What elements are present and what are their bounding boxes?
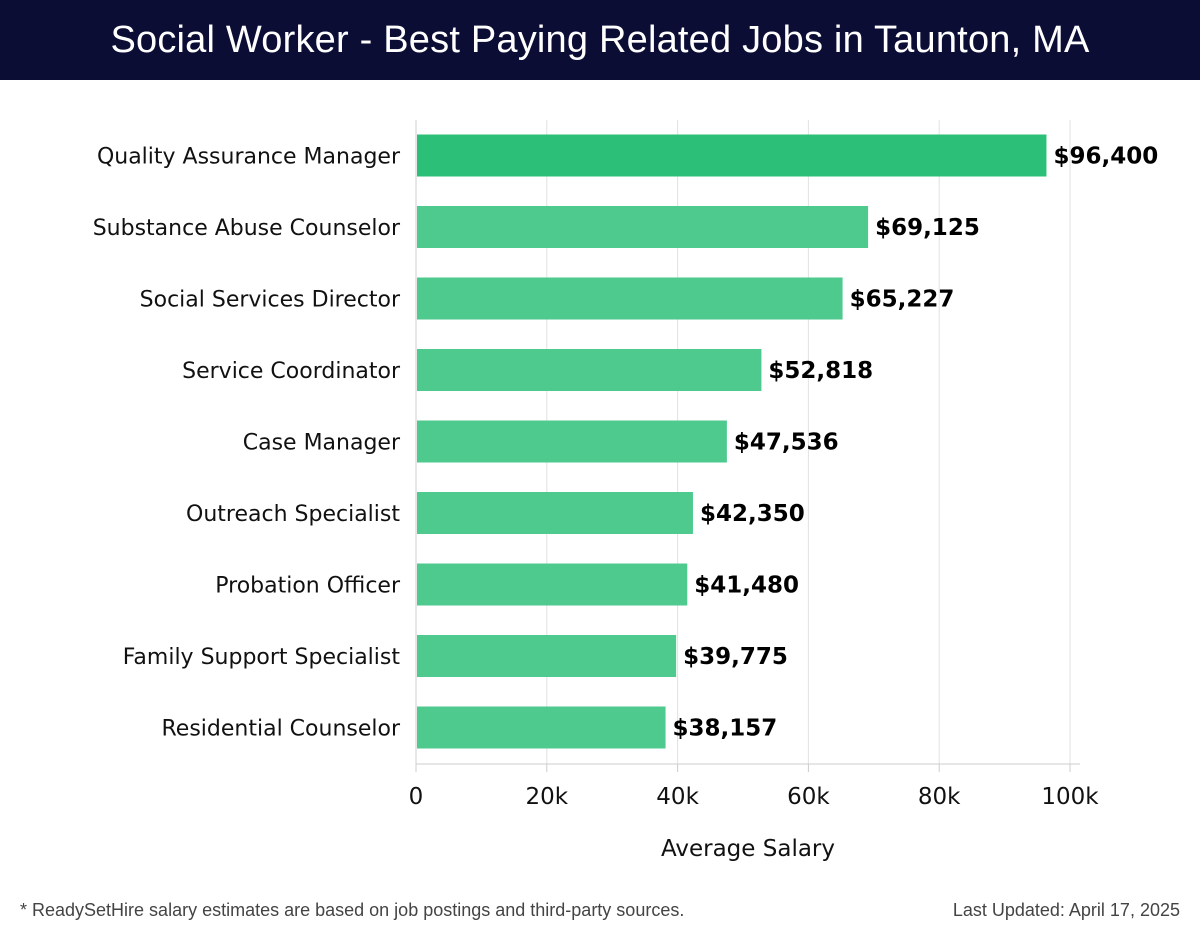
category-label-3: Social Services Director <box>140 288 401 313</box>
x-axis-title: Average Salary <box>661 836 835 862</box>
labels: Quality Assurance Manager $96,400 Substanc… <box>93 144 1159 863</box>
category-label-2: Substance Abuse Counselor <box>93 216 401 241</box>
value-label-9: $38,157 <box>673 716 778 742</box>
bar-7 <box>417 563 688 606</box>
category-label-1: Quality Assurance Manager <box>97 145 401 170</box>
bar-3 <box>417 277 843 320</box>
value-label-4: $52,818 <box>768 358 873 384</box>
bar-5 <box>417 420 727 463</box>
tick-label-60k: 60k <box>787 784 830 810</box>
bar-1 <box>417 134 1047 177</box>
bar-6 <box>417 492 693 534</box>
salary-bar-chart: 0 20k 40k 60k 80k 100k Quality Assurance Mana… <box>93 120 1159 863</box>
category-label-9: Residential Counselor <box>162 717 401 742</box>
tick-label-100k: 100k <box>1041 784 1099 810</box>
footnote: * ReadySetHire salary estimates are base… <box>20 900 685 920</box>
bar-9 <box>417 706 666 749</box>
x-axis: 0 20k 40k 60k 80k 100k <box>409 120 1099 810</box>
value-label-2: $69,125 <box>875 215 980 241</box>
value-label-6: $42,350 <box>700 501 805 527</box>
last-updated: Last Updated: April 17, 2025 <box>952 900 1180 920</box>
value-label-3: $65,227 <box>850 287 955 313</box>
tick-label-40k: 40k <box>656 784 699 810</box>
value-label-7: $41,480 <box>694 573 799 599</box>
category-label-7: Probation Officer <box>215 574 401 599</box>
title-bar: Social Worker - Best Paying Related Jobs… <box>0 0 1200 80</box>
bar-8 <box>417 635 677 677</box>
category-label-5: Case Manager <box>243 431 401 456</box>
tick-label-0: 0 <box>409 784 424 810</box>
tick-label-80k: 80k <box>918 784 961 810</box>
bar-4 <box>417 349 762 391</box>
value-label-5: $47,536 <box>734 430 839 456</box>
category-label-6: Outreach Specialist <box>186 502 400 527</box>
category-label-4: Service Coordinator <box>182 359 401 384</box>
value-label-1: $96,400 <box>1053 144 1158 170</box>
value-label-8: $39,775 <box>683 644 788 670</box>
category-label-8: Family Support Specialist <box>123 645 401 670</box>
bar-2 <box>417 206 869 248</box>
tick-label-20k: 20k <box>526 784 569 810</box>
bars <box>417 134 1047 749</box>
page-title: Social Worker - Best Paying Related Jobs… <box>110 18 1090 61</box>
